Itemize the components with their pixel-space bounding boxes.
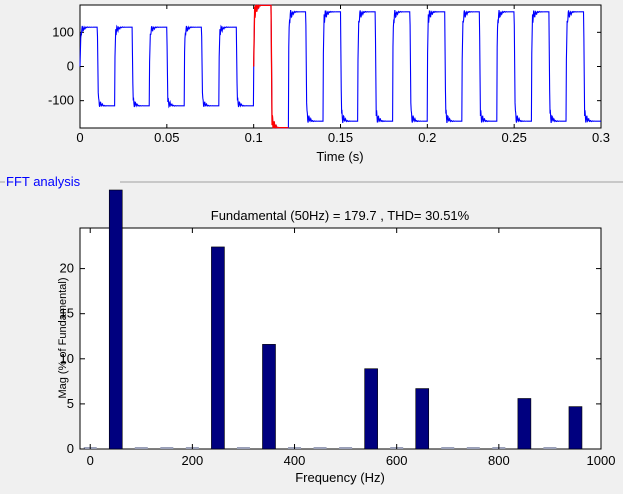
fft-bar-350hz — [262, 344, 276, 450]
fft-x-axis-label: Frequency (Hz) — [295, 470, 385, 485]
time-x-axis-label: Time (s) — [316, 149, 363, 164]
fft-bar-900hz — [543, 447, 557, 449]
fft-title: Fundamental (50Hz) = 179.7 , THD= 30.51% — [211, 208, 470, 223]
time-signal-plot: 0 0.05 0.1 0.15 0.2 0.25 0.3 100 0 -100 Time (s) — [48, 4, 610, 164]
fft-y-ticks: 0 5 10 15 20 — [60, 261, 601, 456]
fft-bar-300hz — [236, 447, 250, 449]
fft-bar-50hz — [108, 189, 123, 450]
time-y-tick-label: 0 — [67, 59, 74, 74]
fft-bar-150hz — [160, 447, 174, 449]
time-x-tick-label: 0.05 — [154, 130, 179, 145]
fft-analysis-group: FFT analysis — [0, 174, 623, 189]
time-y-tick-label: 100 — [52, 24, 74, 39]
fft-x-tick-label: 800 — [488, 453, 510, 468]
time-x-ticks: 0 0.05 0.1 0.15 0.2 0.25 0.3 — [76, 5, 610, 145]
time-x-tick-label: 0.2 — [418, 130, 436, 145]
fft-x-tick-label: 0 — [87, 453, 94, 468]
time-x-tick-label: 0.3 — [592, 130, 610, 145]
fft-bar-plot: 0 200 400 600 800 1000 0 5 10 15 20 Fundamental (… — [57, 189, 616, 485]
time-x-tick-label: 0.1 — [245, 130, 263, 145]
fft-x-ticks: 0 200 400 600 800 1000 — [87, 228, 616, 468]
fft-y-tick-label: 20 — [60, 261, 74, 276]
fft-bar-250hz — [211, 246, 225, 450]
time-signal-line — [79, 4, 601, 129]
fft-x-tick-label: 200 — [182, 453, 204, 468]
time-y-tick-label: -100 — [48, 93, 74, 108]
fft-x-tick-label: 1000 — [587, 453, 616, 468]
fft-x-tick-label: 600 — [386, 453, 408, 468]
fft-analysis-group-label: FFT analysis — [6, 174, 81, 189]
fft-bar-650hz — [415, 388, 430, 450]
fft-bar-450hz — [313, 447, 327, 449]
fft-y-tick-label: 10 — [60, 351, 74, 366]
time-y-ticks: 100 0 -100 — [48, 24, 601, 108]
fft-y-tick-label: 5 — [67, 396, 74, 411]
time-signal-highlight-cycle — [253, 4, 289, 129]
fft-bar-100hz — [134, 447, 148, 449]
fft-y-tick-label: 15 — [60, 306, 74, 321]
time-x-tick-label: 0.15 — [328, 130, 353, 145]
time-x-tick-label: 0 — [76, 130, 83, 145]
fft-bar-950hz — [568, 406, 583, 450]
fft-x-tick-label: 400 — [284, 453, 306, 468]
fft-y-axis-label: Mag (% of Fundamental) — [57, 277, 69, 398]
fft-bar-750hz — [466, 447, 480, 449]
fft-plot-axes-box — [79, 227, 602, 450]
fft-bar-850hz — [517, 398, 532, 450]
fft-bar-700hz — [441, 447, 455, 449]
fft-bar-550hz — [364, 368, 378, 450]
fft-y-tick-label: 0 — [67, 441, 74, 456]
time-x-tick-label: 0.25 — [502, 130, 527, 145]
fft-bar-500hz — [339, 447, 353, 449]
